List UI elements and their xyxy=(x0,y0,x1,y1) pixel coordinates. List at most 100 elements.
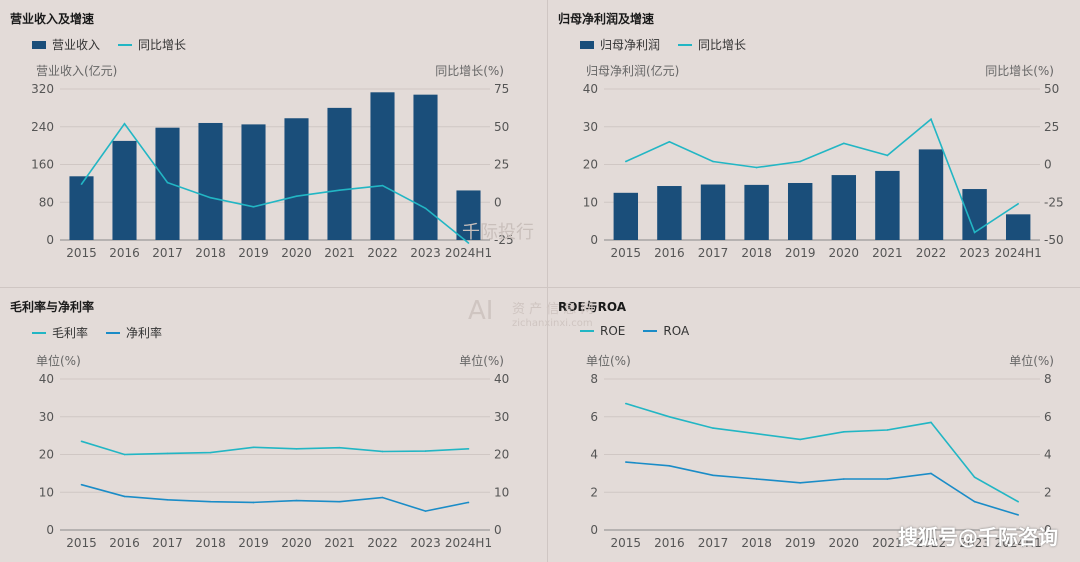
data-point xyxy=(1017,500,1019,503)
y-tick-label: 40 xyxy=(583,82,598,96)
y-tick-label: 2 xyxy=(590,485,598,499)
x-tick-label: 2021 xyxy=(872,536,903,550)
x-tick-label: 2019 xyxy=(238,536,269,550)
y2-tick-label: 40 xyxy=(494,372,509,386)
data-point xyxy=(755,432,758,435)
x-tick-label: 2024H1 xyxy=(445,246,492,260)
data-point xyxy=(80,183,83,185)
data-point xyxy=(381,450,384,453)
data-point xyxy=(467,501,470,504)
y2-tick-label: 10 xyxy=(494,485,509,499)
y2-axis-label: 单位(%) xyxy=(1009,353,1054,368)
bar xyxy=(370,92,395,240)
legend-item-roe[interactable]: ROE xyxy=(580,324,625,338)
sohu-watermark: 搜狐号@千际咨询 xyxy=(898,525,1058,549)
data-point xyxy=(252,501,255,504)
y2-tick-label: 0 xyxy=(1044,523,1052,537)
data-point xyxy=(166,181,169,184)
legend-item-revenue[interactable]: 营业收入 xyxy=(32,36,100,53)
data-point xyxy=(424,450,427,452)
data-point xyxy=(755,166,758,169)
y-tick-label: 320 xyxy=(31,82,54,96)
series-line xyxy=(625,117,1019,234)
data-point xyxy=(886,429,889,431)
vertical-divider xyxy=(547,0,548,562)
legend: 归母净利润 同比增长 xyxy=(580,36,746,53)
data-point xyxy=(381,496,384,499)
y-tick-label: 8 xyxy=(590,372,598,386)
y-tick-label: 40 xyxy=(39,372,54,386)
data-point xyxy=(886,478,889,480)
data-point xyxy=(424,510,427,512)
y2-tick-label: -50 xyxy=(1044,233,1064,247)
y-tick-label: 6 xyxy=(590,410,598,424)
data-point xyxy=(209,451,212,454)
bar xyxy=(1005,214,1031,240)
x-tick-label: 2020 xyxy=(829,246,860,260)
x-tick-label: 2018 xyxy=(741,246,772,260)
horizontal-divider xyxy=(0,287,1080,288)
x-tick-label: 2016 xyxy=(109,246,140,260)
x-tick-label: 2017 xyxy=(698,246,729,260)
y2-axis-label: 单位(%) xyxy=(459,353,504,368)
y-tick-label: 4 xyxy=(590,448,598,462)
y-tick-label: 0 xyxy=(46,233,54,247)
x-tick-label: 2022 xyxy=(367,536,398,550)
bar xyxy=(613,192,639,240)
bar xyxy=(241,124,266,240)
data-point xyxy=(295,195,298,198)
x-tick-label: 2024H1 xyxy=(445,536,492,550)
x-tick-label: 2024H1 xyxy=(995,246,1042,260)
data-point xyxy=(625,461,627,463)
data-point xyxy=(166,499,169,501)
data-point xyxy=(252,446,255,449)
legend-item-growth[interactable]: 同比增长 xyxy=(118,36,186,53)
data-point xyxy=(668,415,671,418)
data-point xyxy=(625,160,627,163)
y2-tick-label: 25 xyxy=(494,158,509,172)
data-point xyxy=(209,196,212,199)
x-tick-label: 2016 xyxy=(109,536,140,550)
legend-item-net-margin[interactable]: 净利率 xyxy=(106,324,162,341)
y2-axis-label: 同比增长(%) xyxy=(435,64,504,78)
data-point xyxy=(80,483,83,486)
chart-title: 毛利率与净利率 xyxy=(10,300,95,314)
watermark-ai: AI xyxy=(468,296,494,326)
bar xyxy=(787,182,813,240)
chart-title: ROE与ROA xyxy=(558,300,627,314)
x-tick-label: 2018 xyxy=(741,536,772,550)
watermark-url: zichanxinxi.com xyxy=(512,318,593,329)
y-tick-label: 20 xyxy=(39,448,54,462)
bar xyxy=(413,94,438,240)
y2-tick-label: 0 xyxy=(494,195,502,209)
data-point xyxy=(799,438,801,441)
x-tick-label: 2023 xyxy=(959,536,990,550)
y-tick-label: 240 xyxy=(31,120,54,134)
y-tick-label: 0 xyxy=(590,233,598,247)
data-point xyxy=(712,160,714,163)
y2-tick-label: 25 xyxy=(1044,120,1059,134)
legend-item-gross-margin[interactable]: 毛利率 xyxy=(32,324,88,341)
panel-revenue: 营业收入及增速 营业收入 同比增长 营业收入(亿元) 同比增长(%) 0 80 160 2… xyxy=(0,0,547,287)
x-tick-label: 2020 xyxy=(281,246,312,260)
legend-item-roa[interactable]: ROA xyxy=(643,324,689,338)
watermark-text: 资 产 信 息 网 xyxy=(512,302,594,317)
panel-roe-roa: ROE与ROA ROE ROA 单位(%) 单位(%) 0 2 4 6 8 0 2 4 6 8 2015… xyxy=(548,288,1080,562)
series-line xyxy=(80,122,470,244)
chart-title: 归母净利润及增速 xyxy=(558,12,655,26)
y-tick-label: 30 xyxy=(583,120,598,134)
legend: 营业收入 同比增长 xyxy=(32,36,186,53)
x-tick-label: 2021 xyxy=(872,246,903,260)
y-tick-label: 20 xyxy=(583,158,598,172)
bar xyxy=(112,140,137,240)
data-point xyxy=(467,448,470,450)
chart-revenue: 营业收入(亿元) 同比增长(%) 0 80 160 240 320 -25 0 25 50 75 201… xyxy=(31,63,514,260)
legend-item-net-profit[interactable]: 归母净利润 xyxy=(580,36,660,53)
y2-tick-label: -25 xyxy=(1044,195,1064,209)
bar xyxy=(155,127,180,240)
legend-item-growth[interactable]: 同比增长 xyxy=(678,36,746,53)
y-tick-label: 160 xyxy=(31,158,54,172)
data-point xyxy=(973,231,976,234)
y-axis-label: 归母净利润(亿元) xyxy=(586,63,679,78)
x-tick-label: 2022 xyxy=(916,246,947,260)
